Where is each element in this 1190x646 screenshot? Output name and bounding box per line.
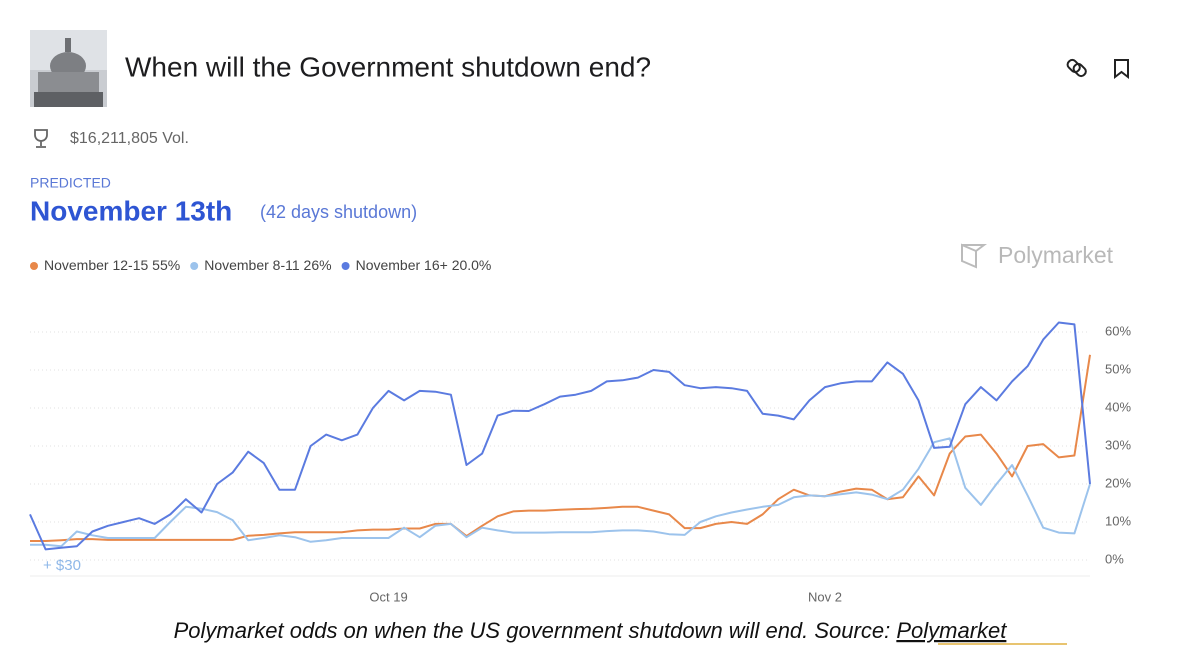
y-tick-label: 0%	[1105, 551, 1124, 566]
x-tick-label: Oct 19	[369, 589, 407, 604]
y-tick-label: 60%	[1105, 323, 1131, 338]
y-tick-label: 40%	[1105, 399, 1131, 414]
caption-text: Polymarket odds on when the US governmen…	[174, 618, 891, 643]
y-tick-label: 50%	[1105, 361, 1131, 376]
legend-value: 55%	[152, 257, 180, 273]
legend-swatch	[190, 262, 199, 270]
x-tick-label: Nov 2	[808, 589, 842, 604]
trophy-icon	[34, 129, 48, 148]
y-tick-label: 10%	[1105, 513, 1131, 528]
annotation: + $30	[43, 557, 81, 574]
legend-entry: November 8-11 26%	[204, 257, 331, 273]
legend-name: November 8-11	[204, 257, 300, 273]
series-line	[29, 321, 1091, 551]
y-tick-label: 30%	[1105, 437, 1131, 452]
link-icon[interactable]	[1066, 58, 1088, 78]
legend-value: 20.0%	[452, 257, 492, 273]
caption-link[interactable]: Polymarket	[896, 618, 1007, 643]
brand: Polymarket	[998, 242, 1114, 268]
title: When will the Government shutdown end?	[125, 51, 651, 82]
legend-entry: November 12-15 55%	[44, 257, 180, 273]
market-icon	[30, 30, 107, 107]
series-line	[30, 354, 1091, 542]
predicted-note: (42 days shutdown)	[260, 202, 417, 222]
caption: Polymarket odds on when the US governmen…	[174, 618, 1008, 643]
bookmark-icon[interactable]	[1114, 59, 1129, 80]
legend-value: 26%	[304, 257, 332, 273]
predicted-value: November 13th	[30, 195, 232, 226]
volume: $16,211,805 Vol.	[70, 130, 189, 147]
legend-swatch	[30, 262, 38, 270]
legend-swatch	[341, 262, 350, 270]
legend-name: November 16+	[356, 257, 448, 273]
legend-name: November 12-15	[44, 257, 148, 273]
legend-entry: November 16+ 20.0%	[356, 257, 492, 273]
brand-logo	[961, 243, 987, 269]
predicted-label: PREDICTED	[30, 175, 111, 191]
y-tick-label: 20%	[1105, 475, 1131, 490]
series-line	[30, 437, 1091, 548]
